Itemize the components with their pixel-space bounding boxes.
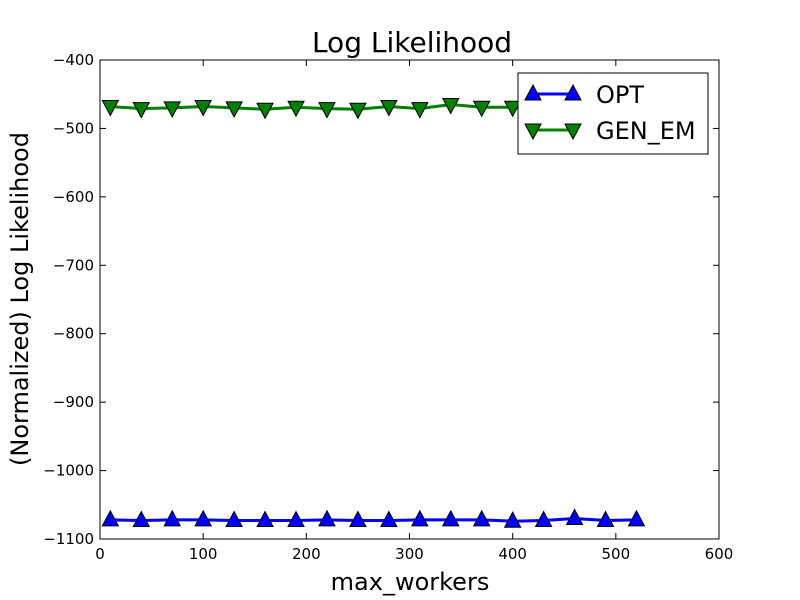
chart-title: Log Likelihood (312, 26, 512, 59)
y-tick-label: −600 (53, 188, 94, 206)
data-point-gen-em (380, 100, 398, 117)
data-point-gen-em (410, 102, 429, 119)
data-point-gen-em (163, 101, 182, 118)
data-point-gen-em (503, 100, 522, 118)
data-point-opt (101, 509, 120, 527)
data-point-gen-em (349, 102, 367, 120)
data-point-gen-em (472, 100, 491, 118)
y-axis-label: (Normalized) Log Likelihood (6, 132, 34, 466)
data-point-opt (503, 511, 522, 528)
data-point-gen-em (194, 100, 213, 117)
legend-marker-gen-em (564, 123, 582, 141)
legend-marker-opt (564, 83, 582, 101)
data-point-opt (349, 510, 367, 528)
data-point-opt (565, 508, 584, 525)
data-point-gen-em (441, 97, 460, 115)
data-point-opt (163, 509, 182, 527)
y-tick-label: −800 (53, 325, 94, 343)
y-tick-label: −500 (53, 119, 94, 137)
legend-marker-opt (524, 83, 542, 101)
data-point-opt (256, 510, 274, 528)
data-point-opt (596, 510, 615, 528)
data-point-opt (194, 509, 213, 527)
y-tick-label: −400 (53, 51, 94, 69)
x-tick-label: 500 (602, 545, 631, 563)
y-tick-label: −700 (53, 256, 94, 274)
data-point-gen-em (101, 100, 120, 117)
data-point-gen-em (287, 100, 305, 118)
y-tick-label: −900 (53, 393, 94, 411)
data-point-opt (472, 509, 491, 527)
x-tick-label: 300 (395, 545, 424, 563)
data-point-gen-em (318, 102, 336, 119)
data-point-opt (225, 510, 243, 528)
data-point-opt (132, 510, 151, 528)
data-point-opt (318, 509, 336, 527)
data-point-opt (287, 510, 305, 528)
legend-label-opt: OPT (596, 81, 644, 109)
data-point-gen-em (225, 101, 243, 118)
data-point-gen-em (256, 102, 274, 120)
legend-box (517, 72, 709, 155)
x-tick-label: 200 (292, 545, 321, 563)
x-tick-label: 600 (705, 545, 734, 563)
legend-marker-gen-em (524, 123, 542, 141)
data-point-opt (627, 509, 646, 527)
legend: OPT GEN_EM (517, 72, 709, 155)
legend-label-gen-em: GEN_EM (596, 117, 696, 145)
y-tick-label: −1100 (43, 530, 94, 548)
data-point-opt (380, 510, 398, 528)
x-tick-label: 0 (95, 545, 105, 563)
x-tick-label: 100 (189, 545, 218, 563)
x-tick-label: 400 (498, 545, 527, 563)
data-point-gen-em (132, 102, 151, 119)
data-point-opt (410, 509, 429, 527)
axes: 0 100 200 300 400 500 600 −400 −500 −600 −700 −800 −… (43, 51, 733, 563)
data-point-opt (441, 509, 460, 527)
x-axis-label: max_workers (331, 568, 490, 596)
y-tick-label: −1000 (43, 462, 94, 480)
data-point-opt (534, 510, 553, 528)
